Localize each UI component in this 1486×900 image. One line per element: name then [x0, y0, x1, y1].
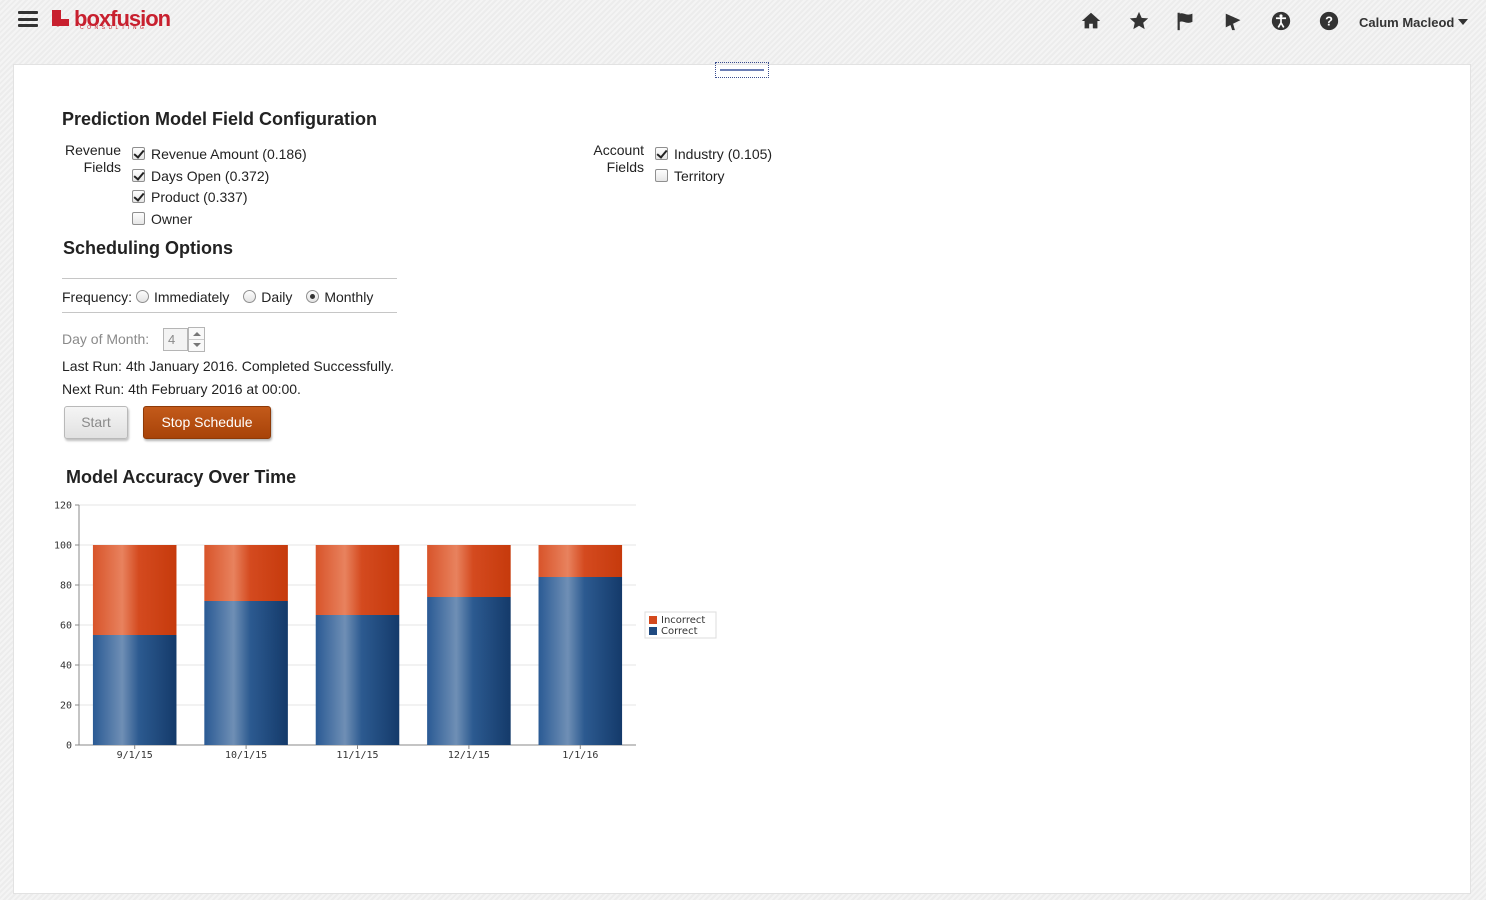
- drag-handle[interactable]: [715, 62, 769, 78]
- frequency-option-label: Monthly: [324, 289, 374, 305]
- next-run-text: Next Run: 4th February 2016 at 00:00.: [62, 381, 301, 397]
- last-run-text: Last Run: 4th January 2016. Completed Su…: [62, 358, 395, 374]
- divider: [62, 278, 397, 279]
- revenue-field-checkbox-row[interactable]: Days Open (0.372): [132, 166, 269, 186]
- user-menu[interactable]: Calum Macleod: [1359, 15, 1469, 30]
- frequency-option-immediately[interactable]: Immediately: [135, 289, 230, 305]
- top-bar: boxfusion CONSULTING ? Calum Macleod: [0, 0, 1486, 44]
- bar-correct: [315, 615, 400, 745]
- x-tick-label: 10/1/15: [225, 750, 267, 761]
- start-button[interactable]: Start: [64, 406, 128, 439]
- stepper-down-icon[interactable]: [193, 343, 201, 347]
- accessibility-icon[interactable]: [1270, 10, 1292, 32]
- x-tick-label: 12/1/15: [448, 750, 490, 761]
- config-title: Prediction Model Field Configuration: [62, 109, 377, 129]
- stepper-up-icon[interactable]: [193, 332, 201, 336]
- chevron-down-icon: [1458, 19, 1469, 25]
- x-tick-label: 11/1/15: [336, 750, 378, 761]
- bar-correct: [538, 577, 623, 745]
- revenue-field-checkbox-label: Days Open (0.372): [151, 167, 270, 184]
- bar-incorrect: [92, 545, 177, 635]
- account-field-checkbox-row[interactable]: Industry (0.105): [655, 144, 772, 164]
- revenue-label-line1: Revenue: [64, 142, 121, 158]
- revenue-field-checkbox[interactable]: [132, 190, 145, 203]
- accuracy-chart-svg: 0 20 40 60 80 100 120 9/1/15 10/1/15 11/1/15 12/1/…: [54, 501, 717, 761]
- revenue-field-checkbox-label: Revenue Amount (0.186): [151, 146, 307, 162]
- y-tick-label: 40: [60, 661, 72, 672]
- revenue-field-checkbox[interactable]: [132, 147, 145, 160]
- help-icon[interactable]: ?: [1318, 10, 1340, 32]
- frequency-option-label: Immediately: [153, 289, 230, 305]
- frequency-label: Frequency:: [62, 289, 133, 305]
- flag-icon[interactable]: [1175, 10, 1197, 32]
- legend-swatch: [649, 627, 657, 635]
- frequency-radio[interactable]: [306, 290, 320, 303]
- revenue-field-checkbox-row[interactable]: Revenue Amount (0.186): [132, 144, 307, 164]
- logo-text: boxfusion: [74, 6, 171, 31]
- legend-swatch: [649, 616, 657, 624]
- bar-incorrect: [204, 545, 288, 601]
- y-tick-label: 20: [60, 701, 72, 712]
- y-tick-label: 60: [60, 621, 72, 632]
- revenue-field-checkbox-label: Product (0.337): [151, 189, 248, 205]
- account-field-checkbox[interactable]: [655, 168, 668, 182]
- revenue-field-checkbox-label: Owner: [151, 210, 193, 227]
- y-tick-label: 120: [54, 501, 72, 512]
- account-field-checkbox-label: Industry (0.105): [674, 146, 773, 162]
- stepper-divider: [189, 339, 204, 340]
- legend-label: Correct: [661, 626, 698, 637]
- bar-correct: [427, 597, 511, 745]
- account-label-line1: Account: [593, 142, 644, 158]
- bar-correct: [204, 601, 288, 745]
- user-name: Calum Macleod: [1359, 15, 1455, 30]
- account-fields-label: Account Fields: [574, 142, 644, 176]
- y-tick-label: 100: [54, 541, 72, 552]
- day-of-month-input[interactable]: 4: [163, 328, 188, 351]
- y-tick-label: 80: [60, 581, 72, 592]
- megaphone-icon[interactable]: [1223, 10, 1245, 32]
- day-of-month-label: Day of Month:: [62, 331, 150, 347]
- account-field-checkbox[interactable]: [655, 147, 668, 160]
- scheduling-title: Scheduling Options: [63, 238, 233, 258]
- y-tick-label: 0: [66, 741, 72, 752]
- day-of-month-row: Day of Month: 4: [62, 327, 205, 352]
- bar-incorrect: [315, 545, 400, 615]
- frequency-radio[interactable]: [243, 290, 257, 303]
- frequency-row: Frequency: Immediately Daily Monthly: [62, 287, 383, 307]
- x-tick-label: 9/1/15: [117, 750, 153, 761]
- x-tick-label: 1/1/16: [562, 750, 598, 761]
- logo-subtext: CONSULTING: [80, 25, 148, 31]
- stop-schedule-button[interactable]: Stop Schedule: [143, 406, 271, 439]
- day-of-month-stepper[interactable]: [188, 327, 205, 352]
- frequency-radio[interactable]: [135, 290, 149, 303]
- frequency-option-daily[interactable]: Daily: [243, 289, 292, 305]
- accuracy-chart: 0 20 40 60 80 100 120 9/1/15 10/1/15 11/1/15 12/1/…: [44, 495, 724, 775]
- divider: [62, 312, 397, 313]
- main-panel: Prediction Model Field Configuration Rev…: [13, 62, 1471, 894]
- account-label-line2: Fields: [606, 159, 644, 175]
- account-field-checkbox-row[interactable]: Territory: [655, 166, 725, 186]
- revenue-fields-label: Revenue Fields: [52, 142, 121, 176]
- revenue-label-line2: Fields: [83, 159, 121, 175]
- svg-text:?: ?: [1325, 14, 1333, 29]
- revenue-field-checkbox-row[interactable]: Owner: [132, 209, 192, 229]
- bar-correct: [92, 635, 177, 745]
- legend-label: Incorrect: [661, 615, 705, 626]
- menu-icon[interactable]: [18, 11, 38, 27]
- revenue-field-checkbox-row[interactable]: Product (0.337): [132, 187, 248, 207]
- revenue-field-checkbox[interactable]: [132, 168, 145, 182]
- chart-title: Model Accuracy Over Time: [66, 467, 297, 487]
- bar-incorrect: [538, 545, 623, 577]
- bar-incorrect: [427, 545, 511, 597]
- star-icon[interactable]: [1128, 10, 1150, 32]
- frequency-option-monthly[interactable]: Monthly: [306, 289, 373, 305]
- account-field-checkbox-label: Territory: [674, 167, 725, 184]
- home-icon[interactable]: [1080, 10, 1102, 32]
- logo-mark-icon: [52, 10, 69, 27]
- revenue-field-checkbox[interactable]: [132, 211, 145, 225]
- frequency-option-label: Daily: [261, 289, 293, 305]
